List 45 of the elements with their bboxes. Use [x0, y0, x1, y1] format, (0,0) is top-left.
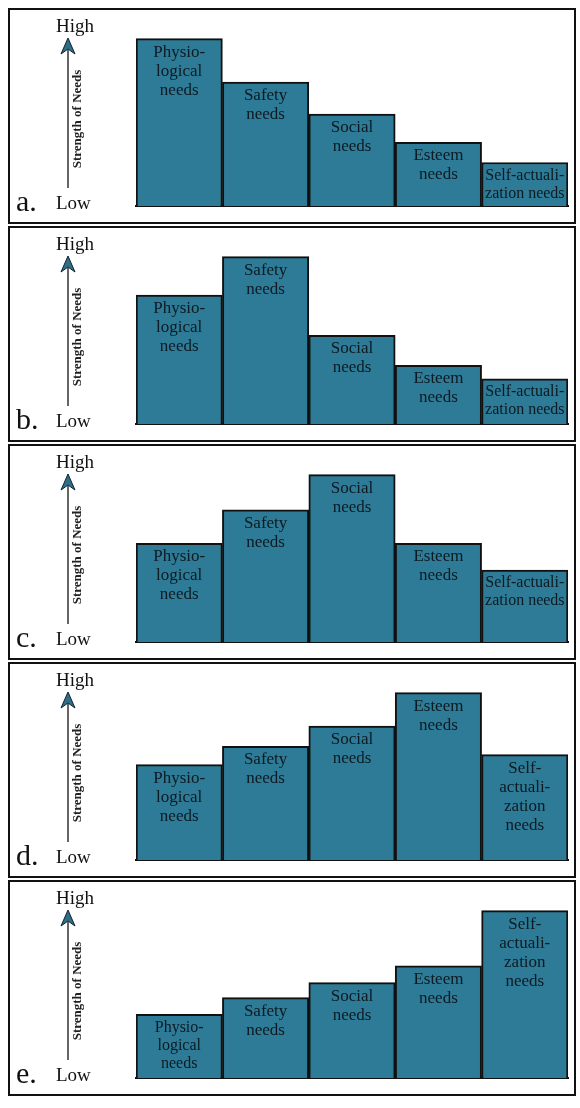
category-label: Physio-logical needs	[154, 1017, 204, 1071]
category-label: Self-actuali-zation needs	[485, 165, 565, 201]
category-label: Self-actuali-zation needs	[499, 913, 551, 990]
text: e.	[16, 1055, 37, 1089]
category-label: Safety needs	[243, 512, 288, 551]
category-label: Physio-logical needs	[153, 546, 206, 604]
category-label: Safety needs	[243, 749, 288, 788]
text: Low	[56, 192, 92, 214]
text: Low	[56, 846, 92, 868]
y-axis-title: Strength of Needs	[69, 505, 85, 605]
category-label: Physio-logical needs	[153, 41, 206, 99]
y-axis-title: Strength of Needs	[69, 69, 85, 169]
y-axis-title: Strength of Needs	[69, 723, 85, 823]
category-label: Safety needs	[243, 259, 288, 298]
y-axis-title: Strength of Needs	[69, 287, 85, 387]
category-label: Esteem needs	[413, 546, 464, 585]
category-label: Esteem needs	[413, 968, 464, 1007]
category-label: Safety needs	[243, 1000, 288, 1039]
category-label: Social needs	[330, 477, 374, 516]
category-label: Self-actuali-zation needs	[485, 382, 565, 418]
category-label: Physio-logical needs	[153, 767, 206, 825]
text: Low	[56, 410, 92, 432]
category-label: Self-actuali-zation needs	[499, 757, 551, 834]
category-label: Physio-logical needs	[153, 298, 206, 356]
text: b.	[16, 401, 39, 435]
text: High	[56, 669, 95, 691]
y-axis-title: Strength of Needs	[69, 941, 85, 1041]
text: High	[56, 233, 95, 255]
text: Low	[56, 1064, 92, 1086]
category-label: Social needs	[330, 985, 374, 1024]
category-label: Social needs	[330, 338, 374, 377]
category-label: Esteem needs	[413, 145, 464, 184]
text: d.	[16, 837, 39, 871]
category-label: Social needs	[330, 729, 374, 768]
category-label: Safety needs	[243, 85, 288, 124]
category-label: Esteem needs	[413, 695, 464, 734]
text: Low	[56, 628, 92, 650]
category-label: Esteem needs	[413, 368, 464, 407]
category-label: Self-actuali-zation needs	[485, 573, 565, 609]
text: c.	[16, 619, 37, 653]
text: High	[56, 887, 95, 909]
text: a.	[16, 183, 37, 217]
category-label: Social needs	[330, 116, 374, 155]
text: High	[56, 15, 95, 37]
text: High	[56, 451, 95, 473]
